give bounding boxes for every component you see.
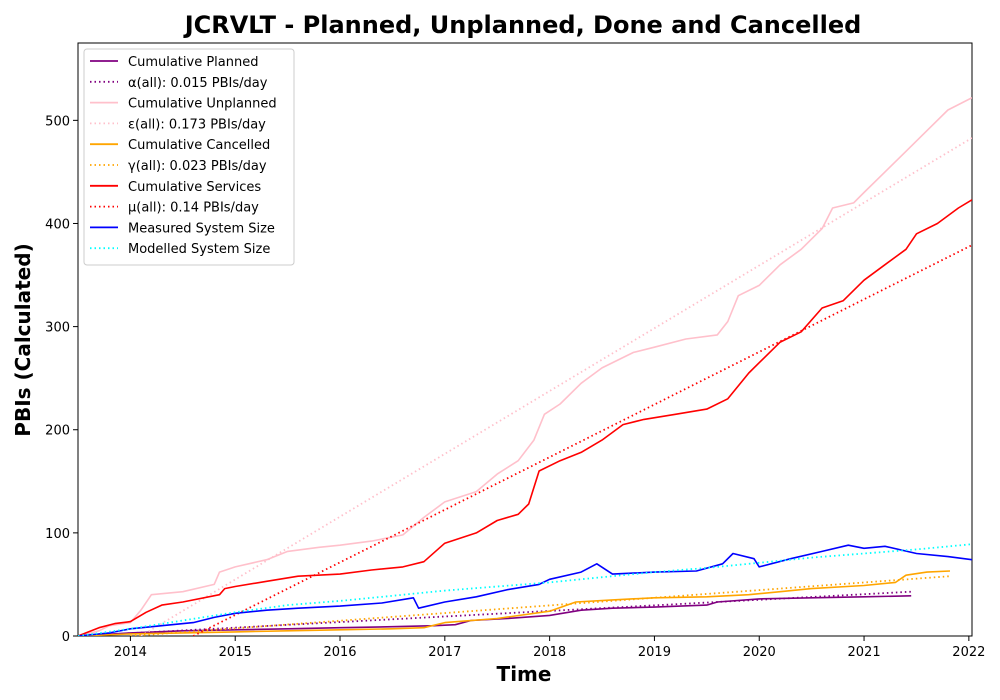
legend-label: γ(all): 0.023 PBIs/day	[128, 159, 267, 174]
x-tick-label: 2022	[952, 645, 985, 660]
y-tick-label: 100	[45, 527, 70, 542]
series-line-9	[78, 544, 972, 636]
y-axis-label: PBIs (Calculated)	[11, 243, 35, 436]
legend-label: Cumulative Planned	[128, 55, 258, 70]
legend-label: Cumulative Unplanned	[128, 97, 277, 112]
x-tick-label: 2014	[114, 645, 147, 660]
x-tick-label: 2020	[743, 645, 776, 660]
x-tick-label: 2015	[219, 645, 252, 660]
legend-label: Measured System Size	[128, 221, 275, 236]
series-line-3	[78, 96, 972, 636]
legend: Cumulative Planned α(all): 0.015 PBIs/day…	[83, 48, 295, 266]
x-tick-label: 2016	[323, 645, 356, 660]
legend-item-cumulative-services: Cumulative Services	[90, 180, 261, 195]
y-axis: 0 100 200 300 400 500	[45, 114, 78, 645]
x-tick-label: 2019	[638, 645, 671, 660]
series-layer	[78, 96, 972, 636]
legend-item-all-0-173-pbis-day: ε(all): 0.173 PBIs/day	[90, 117, 266, 132]
legend-box	[83, 48, 295, 266]
legend-item-all-0-015-pbis-day: α(all): 0.015 PBIs/day	[90, 76, 268, 91]
y-tick-label: 300	[45, 321, 70, 336]
chart-title: JCRVLT - Planned, Unplanned, Done and Ca…	[183, 11, 862, 39]
series-line-8	[192, 244, 972, 636]
x-tick-label: 2017	[428, 645, 461, 660]
legend-label: Modelled System Size	[128, 242, 270, 257]
legend-item-measured-system-size: Measured System Size	[90, 221, 275, 236]
x-axis: 2014 2015 2016 2017 2018 2019 2020 2021 2022	[114, 636, 985, 660]
legend-item-all-0-14-pbis-day: μ(all): 0.14 PBIs/day	[90, 201, 259, 216]
legend-label: ε(all): 0.173 PBIs/day	[128, 117, 266, 132]
x-tick-label: 2021	[848, 645, 881, 660]
y-tick-label: 200	[45, 424, 70, 439]
x-tick-label: 2018	[533, 645, 566, 660]
series-line-6	[130, 575, 951, 636]
legend-item-cumulative-planned: Cumulative Planned	[90, 55, 258, 70]
x-axis-label: Time	[497, 662, 552, 686]
y-tick-label: 500	[45, 114, 70, 129]
series-line-5	[78, 570, 951, 636]
legend-label: Cumulative Services	[128, 180, 261, 195]
y-tick-label: 0	[62, 630, 70, 645]
legend-label: Cumulative Cancelled	[128, 138, 270, 153]
y-tick-label: 400	[45, 217, 70, 232]
series-line-7	[78, 199, 972, 636]
legend-item-all-0-023-pbis-day: γ(all): 0.023 PBIs/day	[90, 159, 267, 174]
legend-item-cumulative-unplanned: Cumulative Unplanned	[90, 97, 277, 112]
legend-item-cumulative-cancelled: Cumulative Cancelled	[90, 138, 270, 153]
legend-item-modelled-system-size: Modelled System Size	[90, 242, 270, 257]
legend-label: α(all): 0.015 PBIs/day	[128, 76, 268, 91]
legend-label: μ(all): 0.14 PBIs/day	[128, 201, 259, 216]
series-line-1	[78, 595, 912, 636]
